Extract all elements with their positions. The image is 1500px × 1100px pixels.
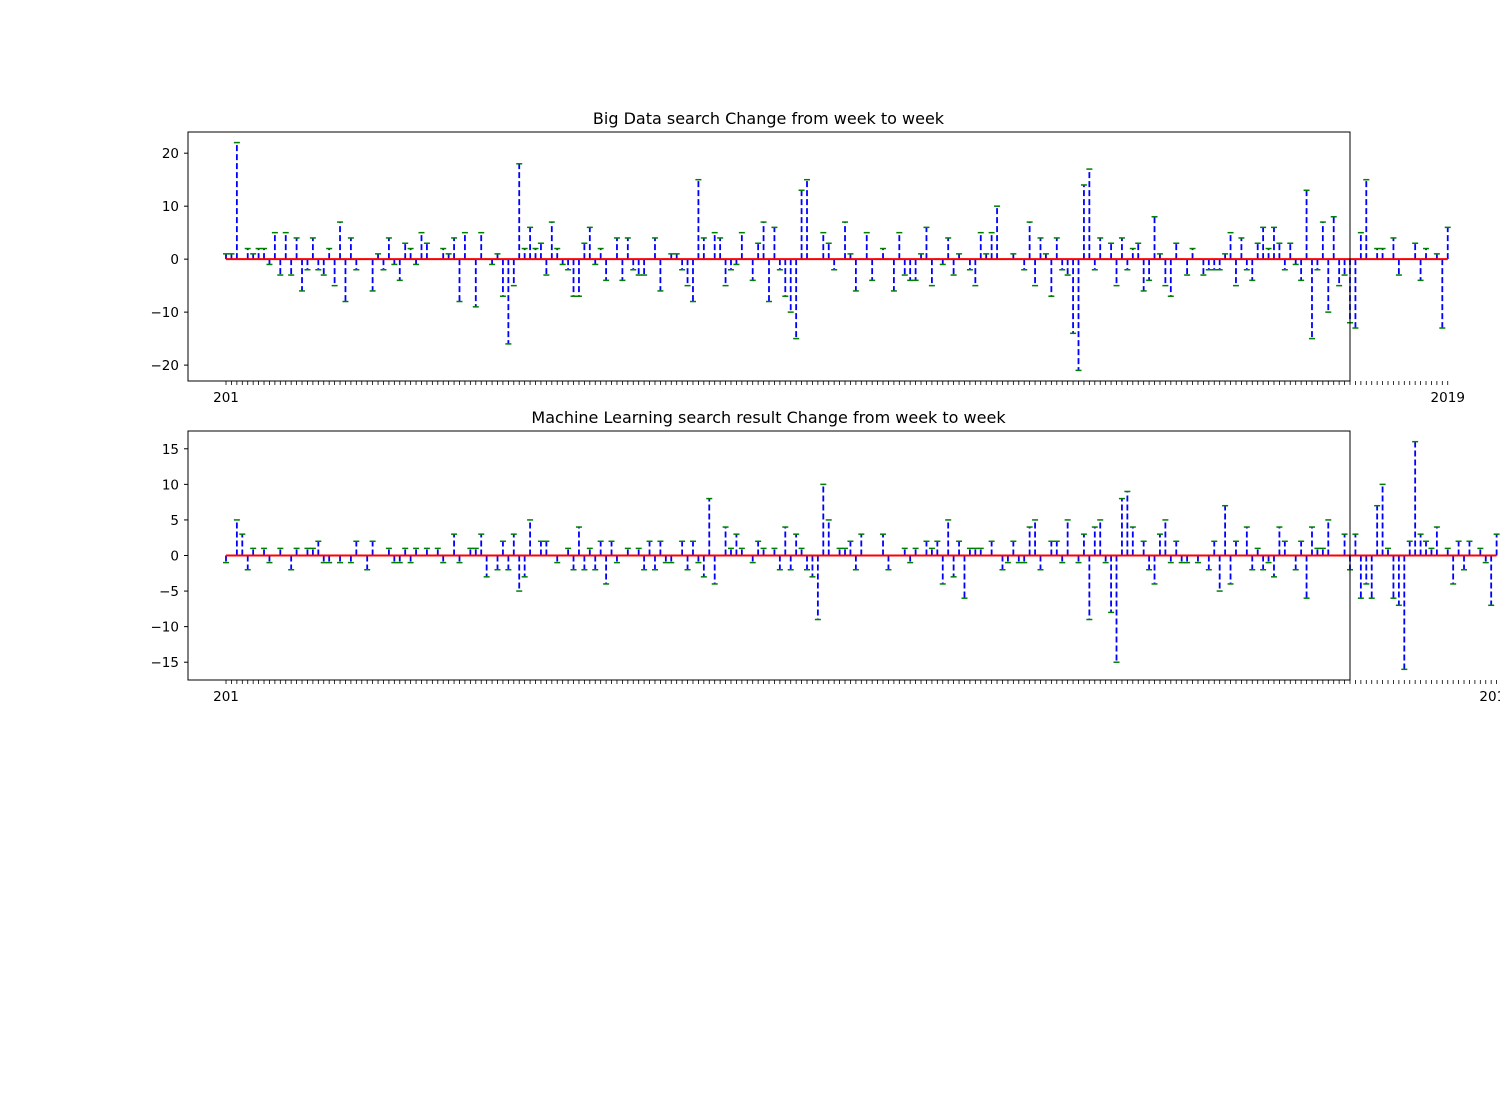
x-tick-label: 2019 <box>1479 689 1500 705</box>
big-data-subplot: Big Data search Change from week to week… <box>151 109 1465 406</box>
plot-area <box>223 440 1500 671</box>
x-axis: 201 2019 <box>213 381 1465 406</box>
y-tick-label: −10 <box>151 620 180 636</box>
y-tick-label: 0 <box>170 252 179 268</box>
y-tick-label: 20 <box>162 146 179 162</box>
y-tick-label: 5 <box>170 513 179 529</box>
x-axis: 201 2019 <box>213 680 1500 705</box>
x-tick-label: 2019 <box>1431 390 1465 406</box>
y-tick-label: 10 <box>162 199 179 215</box>
y-axis: −20 −10 0 10 20 <box>151 146 188 374</box>
y-tick-label: −15 <box>151 655 180 671</box>
y-tick-label: 0 <box>170 549 179 565</box>
y-tick-label: −20 <box>151 358 180 374</box>
x-tick-label: 201 <box>213 689 239 705</box>
y-tick-label: 15 <box>162 442 179 458</box>
y-axis: −15 −10 −5 0 5 10 15 <box>151 442 188 671</box>
chart-title: Big Data search Change from week to week <box>593 109 945 128</box>
x-tick-label: 201 <box>213 390 239 406</box>
chart-title: Machine Learning search result Change fr… <box>531 408 1006 427</box>
axes-frame <box>187 430 1351 681</box>
plot-area <box>223 141 1451 372</box>
machine-learning-subplot: Machine Learning search result Change fr… <box>151 408 1500 705</box>
axes-frame <box>187 131 1351 382</box>
y-tick-label: −5 <box>159 584 179 600</box>
y-tick-label: 10 <box>162 477 179 493</box>
y-tick-label: −10 <box>151 305 180 321</box>
